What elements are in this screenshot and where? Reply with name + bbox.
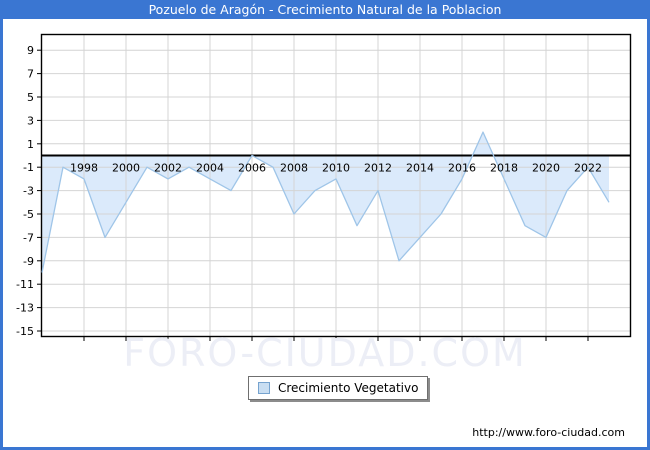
legend-series-label: Crecimiento Vegetativo <box>278 381 419 395</box>
svg-text:3: 3 <box>27 114 34 127</box>
svg-text:2012: 2012 <box>364 162 392 175</box>
svg-text:2022: 2022 <box>574 162 602 175</box>
svg-text:2018: 2018 <box>490 162 518 175</box>
legend-box: Crecimiento Vegetativo <box>248 376 429 400</box>
svg-text:-7: -7 <box>23 231 34 244</box>
svg-text:2014: 2014 <box>406 162 434 175</box>
svg-text:2000: 2000 <box>112 162 140 175</box>
x-tick-labels: 1998 2000 2002 2004 2006 2008 2010 2012 2014 2016… <box>70 162 602 175</box>
svg-text:2020: 2020 <box>532 162 560 175</box>
svg-text:9: 9 <box>27 44 34 57</box>
y-tick-labels: 9 7 5 3 1 -1 -3 -5 -7 -9 -11 -13 -15 <box>16 44 34 338</box>
gridlines <box>41 34 631 337</box>
svg-text:2008: 2008 <box>280 162 308 175</box>
series-line <box>41 131 610 273</box>
svg-text:1: 1 <box>27 138 34 151</box>
svg-text:-5: -5 <box>23 208 34 221</box>
svg-text:2016: 2016 <box>448 162 476 175</box>
svg-text:7: 7 <box>27 68 34 81</box>
legend-series-swatch-icon <box>258 382 270 394</box>
plot-border <box>40 33 632 338</box>
svg-text:-13: -13 <box>16 302 34 315</box>
svg-text:2010: 2010 <box>322 162 350 175</box>
svg-text:-15: -15 <box>16 325 34 338</box>
axis-ticks <box>37 49 589 341</box>
svg-text:-9: -9 <box>23 255 34 268</box>
svg-text:2002: 2002 <box>154 162 182 175</box>
svg-text:-3: -3 <box>23 185 34 198</box>
svg-text:-1: -1 <box>23 161 34 174</box>
svg-text:5: 5 <box>27 91 34 104</box>
svg-text:1998: 1998 <box>70 162 98 175</box>
svg-text:2006: 2006 <box>238 162 266 175</box>
footer-url-link[interactable]: http://www.foro-ciudad.com <box>472 426 625 439</box>
area-fill <box>42 132 609 273</box>
chart-title: Pozuelo de Aragón - Crecimiento Natural … <box>3 0 647 19</box>
svg-text:2004: 2004 <box>196 162 224 175</box>
svg-text:-11: -11 <box>16 278 34 291</box>
